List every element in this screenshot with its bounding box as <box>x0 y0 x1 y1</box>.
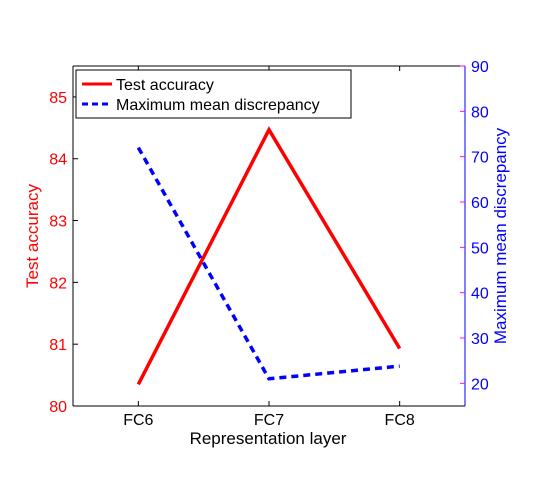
right-tick-label: 50 <box>471 240 489 257</box>
legend: Test accuracy Maximum mean discrepancy <box>75 69 352 119</box>
left-tick-label: 81 <box>49 337 67 354</box>
legend-box <box>75 69 352 119</box>
left-tick-label: 83 <box>49 214 67 231</box>
left-tick-label: 85 <box>49 90 67 107</box>
left-tick-label: 80 <box>49 399 67 416</box>
x-tick-label: FC6 <box>123 412 153 429</box>
left-tick-label: 82 <box>49 275 67 292</box>
left-axis-label: Test accuracy <box>23 184 42 288</box>
right-tick-label: 20 <box>471 376 489 393</box>
x-axis-label: Representation layer <box>190 429 347 448</box>
right-tick-label: 30 <box>471 331 489 348</box>
series-line-mmd <box>136 146 400 381</box>
x-tick-label: FC8 <box>385 412 415 429</box>
right-tick-label: 60 <box>471 195 489 212</box>
x-axis: FC6 FC7 FC8 <box>123 66 415 429</box>
series-line-test-accuracy <box>136 126 402 386</box>
x-tick-label: FC7 <box>254 412 284 429</box>
left-tick-label: 84 <box>49 152 67 169</box>
right-axis: 20 30 40 50 60 70 80 90 <box>460 59 489 393</box>
right-tick-label: 90 <box>471 59 489 76</box>
legend-label-mmd: Maximum mean discrepancy <box>116 97 320 114</box>
right-tick-label: 40 <box>471 286 489 303</box>
legend-label-test-accuracy: Test accuracy <box>116 77 214 94</box>
series-layer <box>136 126 402 386</box>
right-tick-label: 80 <box>471 104 489 121</box>
right-axis-label: Maximum mean discrepancy <box>491 127 510 344</box>
right-tick-label: 70 <box>471 150 489 167</box>
left-axis: 80 81 82 83 84 85 <box>49 90 78 416</box>
